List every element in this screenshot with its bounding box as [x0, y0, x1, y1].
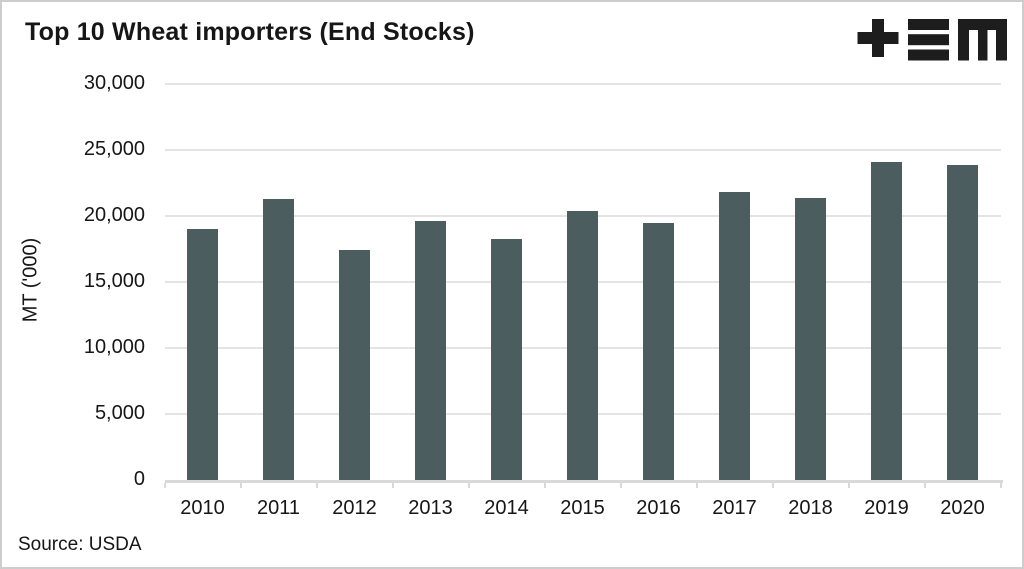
x-axis-tick: [543, 482, 546, 488]
x-tick-label: 2016: [636, 497, 681, 519]
x-axis-tick: [771, 482, 774, 488]
y-tick-label: 30,000: [83, 72, 145, 94]
x-tick-label: 2019: [864, 497, 909, 519]
bar-2014: [491, 239, 522, 480]
x-axis-tick: [467, 482, 470, 488]
x-tick-label: 2011: [256, 497, 300, 519]
y-tick-label: 0: [133, 468, 145, 490]
gridline: [164, 149, 1001, 151]
x-tick-label: 2014: [484, 497, 529, 519]
x-axis-tick: [619, 482, 622, 488]
chart-title: Top 10 Wheat importers (End Stocks): [25, 18, 475, 46]
x-tick-label: 2018: [788, 497, 833, 519]
x-axis-tick: [695, 482, 698, 488]
source-note: Source: USDA: [18, 534, 142, 555]
y-tick-label: 5,000: [94, 402, 145, 424]
bar-2019: [871, 161, 902, 480]
bar-2010: [187, 228, 218, 480]
bar-2013: [415, 221, 446, 480]
bar-2012: [339, 249, 370, 480]
x-axis-tick: [315, 482, 318, 488]
bar-2011: [263, 198, 294, 480]
x-tick-label: 2013: [408, 497, 453, 519]
bar-2016: [643, 223, 674, 480]
x-tick-label: 2010: [180, 497, 225, 519]
x-tick-label: 2015: [560, 497, 605, 519]
brand-logo-icon: [857, 19, 1007, 61]
x-axis-tick: [847, 482, 850, 488]
x-axis-tick: [239, 482, 242, 488]
x-tick-label: 2012: [332, 497, 377, 519]
x-axis-tick: [999, 482, 1002, 488]
bar-2018: [795, 198, 826, 480]
y-tick-label: 25,000: [83, 138, 145, 160]
y-tick-label: 20,000: [83, 204, 145, 226]
x-axis-line: [164, 480, 1003, 483]
bar-2015: [567, 211, 598, 480]
y-tick-label: 15,000: [83, 270, 145, 292]
x-axis-tick: [923, 482, 926, 488]
y-tick-label: 10,000: [83, 336, 145, 358]
x-tick-label: 2020: [940, 497, 985, 519]
x-axis-tick: [391, 482, 394, 488]
bar-2017: [719, 192, 750, 480]
x-axis-tick: [163, 482, 166, 488]
bar-2020: [947, 164, 978, 480]
x-tick-label: 2017: [712, 497, 757, 519]
logo-bars-icon: [908, 19, 949, 30]
gridline: [164, 83, 1001, 85]
